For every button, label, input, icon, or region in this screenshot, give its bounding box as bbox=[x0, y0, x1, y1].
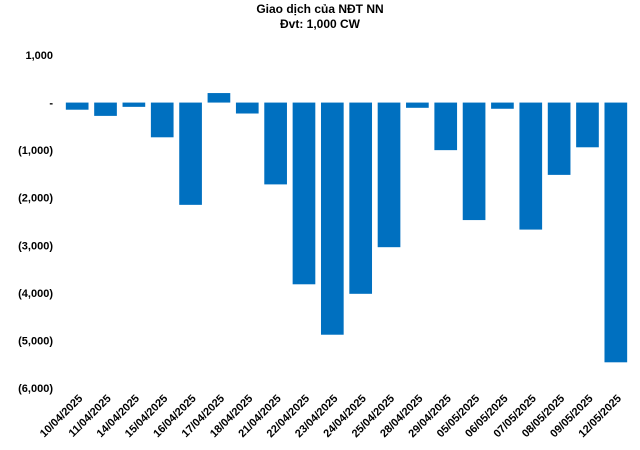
bar bbox=[519, 102, 543, 230]
bar bbox=[604, 102, 628, 363]
y-tick-label: (5,000) bbox=[18, 335, 53, 347]
y-tick-label: (4,000) bbox=[18, 288, 53, 300]
bar bbox=[179, 102, 202, 205]
chart-title: Giao dịch của NĐT NN bbox=[256, 2, 384, 16]
y-tick-label: (2,000) bbox=[18, 193, 53, 205]
bar bbox=[65, 102, 89, 110]
bar bbox=[150, 102, 174, 138]
bar bbox=[547, 102, 571, 175]
bar bbox=[377, 102, 401, 248]
bar bbox=[94, 102, 117, 116]
bar bbox=[491, 102, 514, 109]
chart-subtitle: Đvt: 1,000 CW bbox=[279, 17, 361, 31]
y-tick-label: (1,000) bbox=[18, 145, 53, 157]
y-tick-label: 1,000 bbox=[25, 50, 53, 62]
x-axis: 10/04/202511/04/202514/04/202515/04/2025… bbox=[38, 393, 624, 440]
bar bbox=[264, 102, 287, 185]
bar bbox=[406, 102, 429, 108]
y-tick-label: - bbox=[49, 98, 53, 110]
bar bbox=[235, 102, 259, 114]
y-tick-label: (3,000) bbox=[18, 240, 53, 252]
bar bbox=[320, 102, 344, 335]
y-tick-label: (6,000) bbox=[18, 383, 53, 395]
bar bbox=[122, 102, 146, 107]
y-axis: 1,000 - (1,000) (2,000) (3,000) (4,000) (5,000… bbox=[18, 50, 53, 395]
bar bbox=[434, 102, 458, 151]
bar bbox=[462, 102, 486, 221]
bar bbox=[349, 102, 373, 294]
bar bbox=[576, 102, 599, 148]
bar bbox=[207, 93, 231, 103]
bar-series bbox=[65, 93, 628, 363]
bar bbox=[292, 102, 316, 285]
chart-title-block: Giao dịch của NĐT NN Đvt: 1,000 CW bbox=[0, 2, 640, 32]
